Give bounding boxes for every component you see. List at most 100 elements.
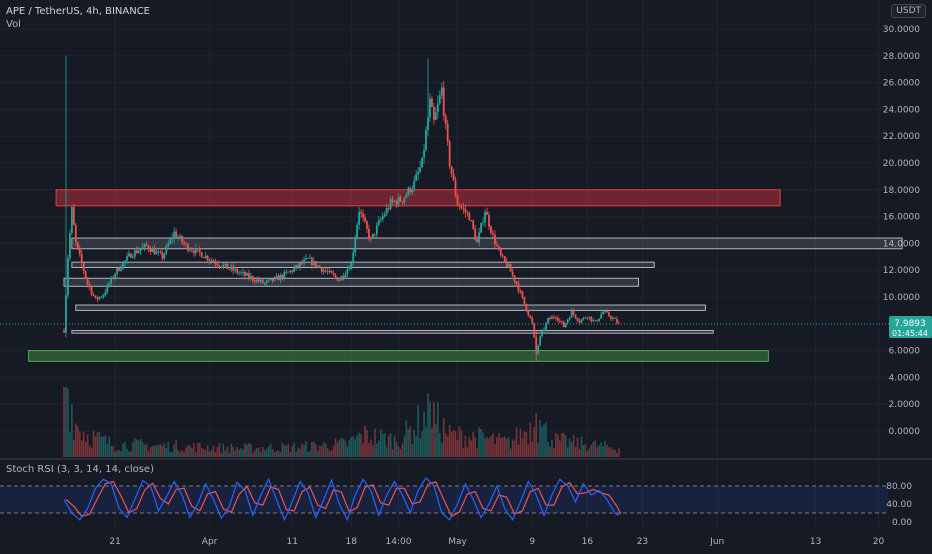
volume-bar [478,427,480,457]
volume-bar [175,440,177,457]
volume-bar [505,438,508,457]
price-axis[interactable]: 30.0000 28.0000 26.0000 24.0000 22.0000 20.00… [883,25,920,528]
candle-body [554,317,557,319]
candle-body [395,201,398,205]
candle-body [456,194,459,205]
volume-bar [352,436,355,457]
volume-bar [202,448,205,457]
candle-body [72,207,75,225]
candle-body [472,220,475,229]
candle-body [381,216,384,220]
candle-body [232,266,235,271]
volume-bar [415,435,417,457]
candle-body [543,329,545,331]
zone-level[interactable] [71,330,714,334]
volume-bar [183,452,185,457]
volume-bar [259,451,262,457]
volume-bar [393,435,396,457]
volume-bar [155,445,158,457]
candle-body [470,220,473,222]
volume-bar [287,443,290,457]
candle-body [529,315,532,319]
stoch-rsi-label[interactable]: Stoch RSI (3, 3, 14, 14, close) [6,464,154,475]
zone-level[interactable] [63,277,640,287]
volume-bar [553,448,555,457]
volume-bar [185,447,187,457]
volume-bar [541,426,543,457]
candle-body [143,244,146,248]
candle-body [149,249,152,253]
volume-bar [88,445,91,457]
candle-body [387,208,390,209]
candle-body [486,211,488,215]
volume-bar [509,448,512,457]
volume-bar [515,427,518,457]
zone-support[interactable] [28,350,769,362]
volume-bar [409,426,412,457]
candle-body [74,224,77,243]
volume-bar [153,445,156,457]
volume-bar [330,450,333,457]
volume-bar [84,441,87,457]
candle-body [492,233,494,235]
price-zones[interactable] [28,189,903,362]
volume-bar [354,439,356,457]
volume-bar [124,441,126,457]
symbol-title[interactable]: APE / TetherUS, 4h, BINANCE [6,6,150,17]
volume-bar [582,445,585,457]
volume-bar [395,442,398,457]
candle-body [208,260,211,261]
volume-bar [472,431,475,457]
volume-bar [586,451,589,457]
volume-bar [263,450,266,457]
currency-label[interactable]: USDT [891,4,926,18]
candle-body [279,274,282,281]
candle-body [570,310,573,318]
volume-bar [279,452,282,457]
candle-body [560,320,563,323]
price-tick-label: 14.0000 [883,239,920,249]
candle-body [598,318,601,322]
candle-body [129,253,132,258]
candle-body [462,207,465,209]
candle-body [263,283,266,284]
time-tick-label: 14:00 [386,537,412,547]
volume-bar [559,440,561,457]
zone-level[interactable] [75,304,706,311]
volume-bar [440,442,443,457]
volume-bar [75,423,77,457]
volume-bar [385,447,388,457]
zone-level[interactable] [71,261,655,269]
candle-body [322,270,325,272]
volume-bar [476,448,478,457]
candle-body [185,243,187,245]
candle-body [151,248,154,253]
volume-bar [104,435,107,457]
candle-body [293,268,296,272]
candle-body [183,242,185,244]
volume-bar [137,440,140,457]
volume-bar [198,442,201,457]
candle-body [600,314,603,319]
volume-bar [228,452,231,457]
candle-body [198,248,201,253]
time-tick-label: 20 [873,537,885,547]
zone-level[interactable] [71,237,903,250]
zone-resistance[interactable] [55,189,781,207]
candle-body [458,204,461,207]
candle-body [525,303,528,311]
volume-bar [389,432,392,457]
volume-label[interactable]: Vol [6,19,21,30]
price-tick-label: 6.0000 [889,347,921,357]
volume-bar [169,452,172,457]
candle-body [301,262,303,264]
candle-body [556,317,559,321]
volume-bar [324,443,327,457]
candle-body [226,263,229,269]
candle-body [493,234,496,245]
time-axis[interactable]: 21 Apr 11 18 14:00 May 9 16 23 Jun 13 20 [109,537,884,547]
volume-bar [482,432,484,457]
volume-bar [602,446,604,457]
volume-bar [267,446,270,457]
